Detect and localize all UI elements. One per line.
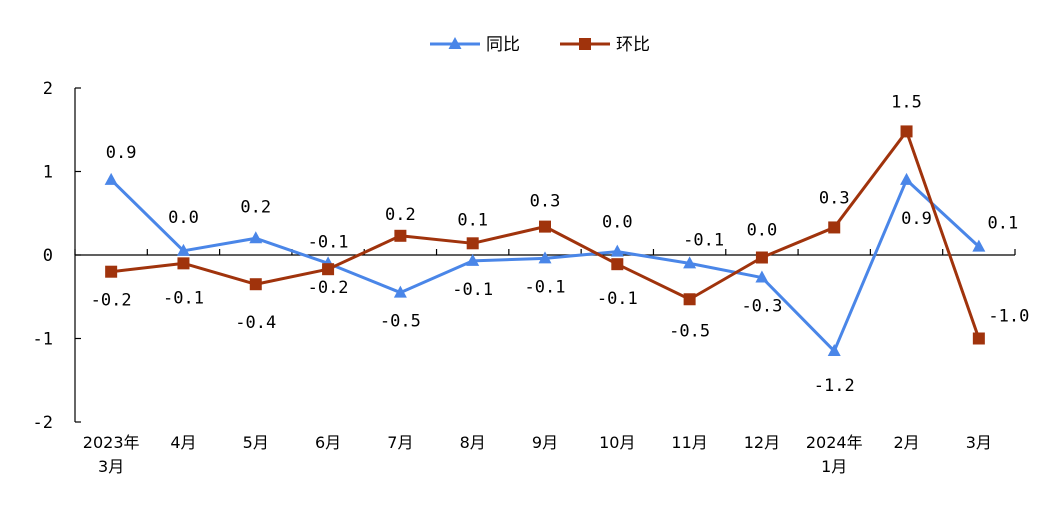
point-marker-yoy xyxy=(972,239,986,252)
point-marker-yoy xyxy=(683,256,697,269)
data-label-yoy: -0.1 xyxy=(452,280,493,300)
x-tick-label: 5月 xyxy=(243,433,269,452)
point-marker-mom xyxy=(105,265,118,278)
point-marker-mom xyxy=(683,293,696,306)
point-marker-mom xyxy=(249,278,262,291)
data-label-mom: -0.2 xyxy=(91,291,132,311)
x-tick-label: 11月 xyxy=(671,433,707,452)
x-tick-label: 4月 xyxy=(170,433,196,452)
point-marker-mom xyxy=(177,257,190,270)
legend-label-mom: 环比 xyxy=(616,35,650,55)
y-tick-label: 1 xyxy=(43,163,53,183)
y-tick-label: -1 xyxy=(33,330,53,350)
x-tick-label: 2月 xyxy=(893,433,919,452)
point-marker-mom xyxy=(755,251,768,264)
data-label-yoy: -0.5 xyxy=(380,312,421,332)
data-label-yoy: 0.9 xyxy=(106,143,137,163)
x-tick-label: 7月 xyxy=(387,433,413,452)
data-label-yoy: -0.1 xyxy=(308,232,349,252)
point-marker-mom xyxy=(322,263,335,276)
point-marker-mom xyxy=(539,220,551,233)
point-marker-yoy xyxy=(466,253,480,266)
data-label-yoy: 0.2 xyxy=(240,197,271,217)
point-marker-mom xyxy=(828,221,841,234)
data-label-yoy: 0.0 xyxy=(602,213,633,233)
x-tick-label: 9月 xyxy=(532,433,558,452)
data-label-mom: -0.2 xyxy=(308,278,349,298)
data-label-mom: 1.5 xyxy=(891,92,922,112)
y-tick-label: 0 xyxy=(43,246,53,266)
y-tick-label: -2 xyxy=(33,413,53,433)
data-label-yoy: -1.2 xyxy=(814,376,855,396)
point-marker-yoy xyxy=(827,344,841,357)
x-tick-label: 6月 xyxy=(315,433,341,452)
data-label-mom: -0.4 xyxy=(235,313,276,333)
point-marker-yoy xyxy=(755,270,769,283)
data-label-yoy: -0.3 xyxy=(741,297,782,317)
series-layer xyxy=(104,125,986,357)
point-marker-yoy xyxy=(610,244,624,257)
legend-label-yoy: 同比 xyxy=(486,35,520,55)
series-line-mom xyxy=(110,129,981,339)
point-marker-yoy xyxy=(538,251,552,264)
point-marker-mom xyxy=(466,237,479,250)
data-label-mom: 0.1 xyxy=(457,210,488,230)
point-marker-yoy xyxy=(249,231,263,244)
data-label-yoy: -0.1 xyxy=(525,277,566,297)
point-marker-mom xyxy=(611,258,624,271)
data-label-mom: -0.1 xyxy=(597,289,638,309)
data-label-mom: 0.3 xyxy=(819,188,850,208)
data-label-mom: 0.0 xyxy=(747,221,778,241)
legend-marker-mom xyxy=(579,38,591,50)
point-marker-mom xyxy=(394,229,407,242)
data-label-mom: -0.5 xyxy=(669,321,710,341)
data-label-mom: -0.1 xyxy=(163,288,204,308)
x-tick-label: 2024年 1月 xyxy=(806,433,863,476)
y-tick-label: 2 xyxy=(43,79,53,99)
x-tick-label: 3月 xyxy=(966,433,992,452)
point-marker-yoy xyxy=(900,172,914,185)
x-tick-label: 12月 xyxy=(744,433,780,452)
point-marker-yoy xyxy=(176,243,190,256)
data-label-mom: 0.2 xyxy=(385,205,416,225)
point-marker-mom xyxy=(900,125,913,138)
point-marker-yoy xyxy=(393,285,407,298)
data-labels: 0.9 0.0 0.2 -0.1 -0.5 -0.1 -0.1 0.0 -0.1 -0.3 -1.2… xyxy=(91,92,1030,396)
data-label-yoy: 0.9 xyxy=(901,209,932,229)
x-tick-label: 10月 xyxy=(599,433,635,452)
x-tick-label: 8月 xyxy=(460,433,486,452)
legend: 同比 环比 xyxy=(430,35,650,55)
legend-marker-yoy xyxy=(448,37,462,49)
data-label-mom: 0.3 xyxy=(530,192,561,212)
point-marker-yoy xyxy=(104,172,118,185)
x-tick-label: 2023年 3月 xyxy=(83,433,140,476)
data-label-yoy: -0.1 xyxy=(683,230,724,250)
data-label-mom: -1.0 xyxy=(988,307,1029,327)
data-label-yoy: 0.0 xyxy=(168,208,199,228)
point-marker-mom xyxy=(972,332,985,345)
data-label-yoy: 0.1 xyxy=(987,214,1018,234)
